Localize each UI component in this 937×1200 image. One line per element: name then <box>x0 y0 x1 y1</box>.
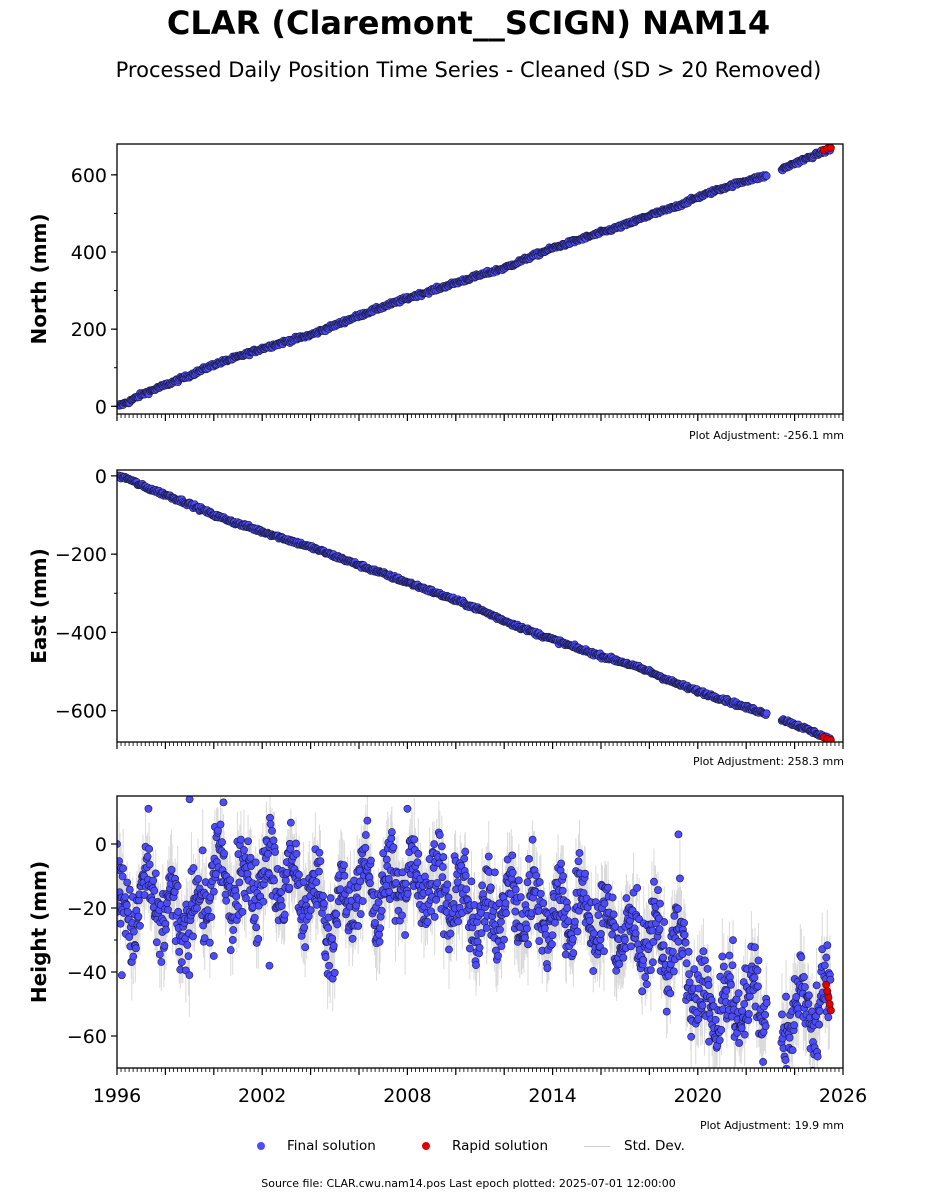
north-rapid-points <box>819 144 835 154</box>
y-tick-label: 400 <box>71 242 107 264</box>
north-y-axis-label: North (mm) <box>27 213 51 344</box>
north-final-points <box>117 144 835 410</box>
final-point <box>762 171 771 180</box>
y-tick-label: −200 <box>55 544 107 566</box>
y-tick-label: −400 <box>55 622 107 644</box>
east-plot-area <box>117 471 835 742</box>
east-y-axis-label: East (mm) <box>27 548 51 664</box>
east-final-points <box>117 471 835 742</box>
panels-layer: 0 200 400 600 North (mm) 0 −200 −400 −600 East (m… <box>27 143 867 1107</box>
final-point <box>762 709 771 718</box>
east-x-ticks <box>116 742 844 749</box>
rapid-point <box>827 144 835 152</box>
y-tick-label: −600 <box>55 701 107 723</box>
y-tick-label: 0 <box>95 466 107 488</box>
north-plot-area <box>117 144 835 410</box>
y-tick-label: 0 <box>95 396 107 418</box>
chart-subtitle: Processed Daily Position Time Series - C… <box>115 58 822 82</box>
y-tick-label: 600 <box>71 165 107 187</box>
chart-title: CLAR (Claremont__SCIGN) NAM14 <box>166 4 771 42</box>
east-rapid-points <box>819 733 835 742</box>
rapid-point <box>827 736 835 742</box>
north-x-ticks <box>116 414 844 421</box>
height-plot-area <box>117 796 835 1068</box>
north-panel: 0 200 400 600 North (mm) <box>27 143 844 421</box>
y-tick-label: 200 <box>71 319 107 341</box>
east-panel: 0 −200 −400 −600 East (mm) <box>27 466 844 749</box>
